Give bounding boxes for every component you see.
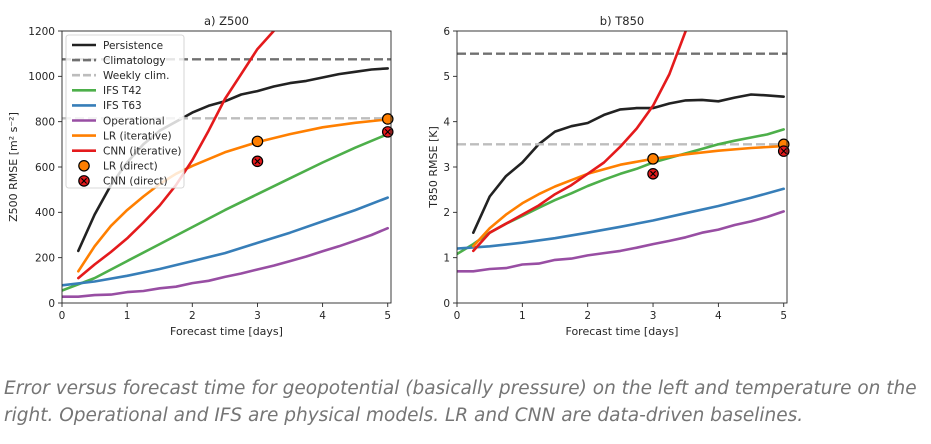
- legend-label: CNN (iterative): [103, 146, 182, 158]
- y-tick-label: 4: [443, 116, 450, 128]
- x-tick-label: 2: [189, 310, 196, 322]
- y-tick-label: 1200: [28, 26, 55, 38]
- cnn-direct-point: [647, 168, 659, 180]
- y-tick-label: 1: [443, 252, 450, 264]
- panel-t850: b) T850 0 1 2 3 4 5 0 1 2 3 4 5 6 Forecast time [days]…: [427, 14, 790, 338]
- legend-item-persistence: Persistence: [72, 40, 163, 52]
- chart-title: b) T850: [600, 14, 644, 28]
- legend-item-weekly-clim: Weekly clim.: [72, 70, 169, 82]
- x-tick-label: 3: [650, 310, 657, 322]
- legend-item-climatology: Climatology: [72, 55, 166, 67]
- legend-label: Climatology: [103, 55, 166, 67]
- y-tick-label: 3: [443, 162, 450, 174]
- cnn-iterative-line: [471, 31, 688, 253]
- lr-direct-point: [381, 113, 394, 125]
- legend-item-ifs-t63: IFS T63: [72, 100, 142, 112]
- y-tick-label: 600: [35, 162, 55, 174]
- cnn-direct-point: [251, 155, 264, 168]
- ifs-t63-line: [457, 187, 786, 250]
- y-tick-label: 0: [48, 298, 55, 310]
- cnn-direct-point: [777, 145, 790, 157]
- y-tick-label: 6: [443, 26, 450, 38]
- figure-caption: Error versus forecast time for geopotent…: [4, 378, 917, 426]
- legend-label: IFS T42: [103, 85, 142, 97]
- legend-label: LR (iterative): [103, 130, 172, 142]
- lr-iterative-line: [471, 144, 786, 248]
- legend-label: Weekly clim.: [103, 70, 169, 82]
- x-tick-label: 5: [384, 310, 391, 322]
- plot-frame: [456, 30, 788, 304]
- x-tick-label: 2: [584, 310, 591, 322]
- x-axis-label: Forecast time [days]: [170, 325, 283, 338]
- operational-line: [62, 226, 390, 299]
- chart-title: a) Z500: [204, 14, 249, 28]
- legend-label: CNN (direct): [103, 176, 168, 188]
- legend-swatch: [78, 175, 90, 187]
- cnn-direct-point: [381, 126, 394, 138]
- y-axis-label: T850 RMSE [K]: [427, 126, 440, 209]
- x-tick-label: 4: [319, 310, 326, 322]
- ifs-t42-line: [62, 132, 390, 292]
- y-tick-label: 5: [443, 71, 450, 83]
- x-tick-label: 0: [454, 310, 461, 322]
- legend-label: Persistence: [103, 40, 163, 52]
- x-axis-label: Forecast time [days]: [566, 325, 679, 338]
- legend-item-ifs-t42: IFS T42: [72, 85, 142, 97]
- legend-label: IFS T63: [103, 100, 142, 112]
- y-tick-label: 200: [35, 252, 55, 264]
- x-tick-label: 3: [254, 310, 261, 322]
- legend-item-lr-iterative: LR (iterative): [72, 130, 172, 142]
- legend-label: Operational: [103, 115, 165, 127]
- x-tick-label: 1: [519, 310, 526, 322]
- x-tick-label: 4: [715, 310, 722, 322]
- y-tick-label: 400: [35, 207, 55, 219]
- legend-item-cnn-direct: CNN (direct): [78, 175, 168, 188]
- lr-direct-point: [647, 153, 659, 165]
- y-tick-label: 800: [35, 116, 55, 128]
- x-tick-label: 0: [59, 310, 66, 322]
- legend: Persistence Climatology Weekly clim. IFS T4…: [65, 34, 185, 189]
- y-tick-label: 1000: [28, 71, 55, 83]
- panel-z500: a) Z500 0 1 2 3 4 5 0 200 400 600 800 1000 1200 Foreca…: [7, 14, 394, 338]
- ifs-t63-line: [62, 196, 390, 287]
- legend-item-cnn-iterative: CNN (iterative): [72, 146, 182, 158]
- x-tick-label: 1: [124, 310, 131, 322]
- y-tick-label: 0: [443, 298, 450, 310]
- legend-label: LR (direct): [103, 161, 158, 173]
- lr-direct-point: [251, 135, 264, 148]
- legend-item-operational: Operational: [72, 115, 165, 127]
- legend-item-lr-direct: LR (direct): [78, 160, 158, 173]
- operational-line: [457, 210, 786, 273]
- legend-swatch: [78, 160, 90, 172]
- y-tick-label: 2: [443, 207, 450, 219]
- series-group: [457, 31, 787, 273]
- persistence-line: [471, 93, 786, 234]
- x-tick-label: 5: [780, 310, 787, 322]
- y-axis-label: Z500 RMSE [m² s⁻²]: [7, 112, 20, 222]
